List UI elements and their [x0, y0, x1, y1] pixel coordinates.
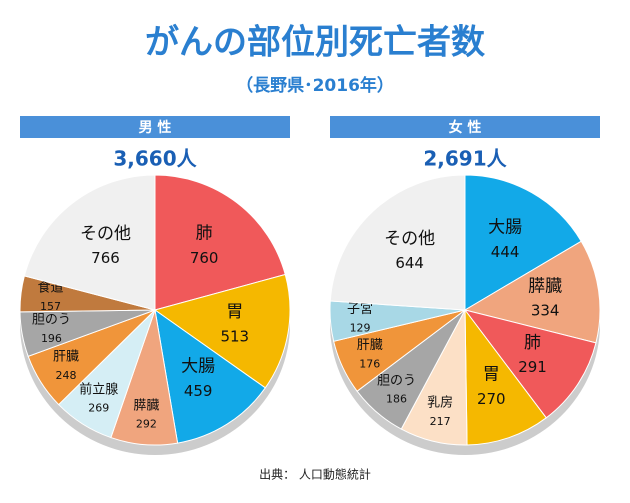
slice — [464, 308, 547, 446]
value-label: 760 — [190, 249, 219, 267]
slice-label: 大腸 — [181, 357, 215, 377]
source: 出典： 人口動態統計 — [259, 467, 371, 482]
slice-label: 前立腺 — [79, 381, 118, 397]
slice-label: 子宮 — [347, 301, 373, 317]
value-label: 766 — [91, 249, 120, 267]
value-label: 270 — [477, 390, 506, 408]
value-label: 334 — [531, 302, 560, 320]
slice-label: 胆のう — [377, 373, 416, 388]
chart-title: 男 性 — [139, 119, 172, 136]
subtitle: （長野県･2016年） — [236, 75, 394, 96]
slice-label: その他 — [80, 224, 131, 244]
slice-label: 膵臓 — [133, 398, 159, 413]
value-label: 248 — [55, 369, 76, 382]
value-label: 217 — [430, 415, 451, 428]
total: 3,660人 — [113, 147, 197, 171]
value-label: 644 — [395, 254, 424, 272]
slice — [153, 273, 291, 389]
value-label: 291 — [518, 358, 547, 376]
slice — [23, 174, 156, 311]
header-bar — [330, 116, 600, 138]
slice-label: 乳房 — [427, 395, 453, 411]
header-bar — [20, 116, 290, 138]
value-label: 292 — [136, 418, 157, 431]
slice — [329, 174, 466, 311]
slice — [464, 174, 582, 311]
value-label: 186 — [386, 393, 407, 406]
value-label: 129 — [350, 322, 371, 335]
value-label: 444 — [491, 243, 520, 261]
value-label: 269 — [88, 402, 109, 415]
slice-label: 大腸 — [488, 218, 522, 238]
title: がんの部位別死亡者数 — [145, 23, 485, 63]
value-label: 196 — [41, 332, 62, 345]
slice — [154, 174, 286, 311]
slice-label: 肝臓 — [53, 350, 79, 365]
chart-title: 女 性 — [449, 119, 482, 136]
slice — [463, 309, 597, 419]
slice — [463, 240, 601, 344]
slice-label: 胃 — [483, 365, 500, 385]
total: 2,691人 — [423, 147, 507, 171]
slice-label: その他 — [384, 229, 435, 249]
slice-label: 胃 — [226, 302, 243, 322]
value-label: 157 — [40, 300, 61, 313]
value-label: 459 — [184, 382, 213, 400]
slice-label: 肺 — [196, 224, 213, 244]
slice-label: 胆のう — [32, 312, 71, 327]
slice-label: 膵臓 — [528, 276, 562, 296]
slice-label: 肝臓 — [357, 338, 383, 353]
value-label: 513 — [220, 327, 249, 345]
value-label: 176 — [359, 358, 380, 371]
slice-label: 肺 — [524, 333, 541, 353]
slice — [154, 308, 266, 444]
